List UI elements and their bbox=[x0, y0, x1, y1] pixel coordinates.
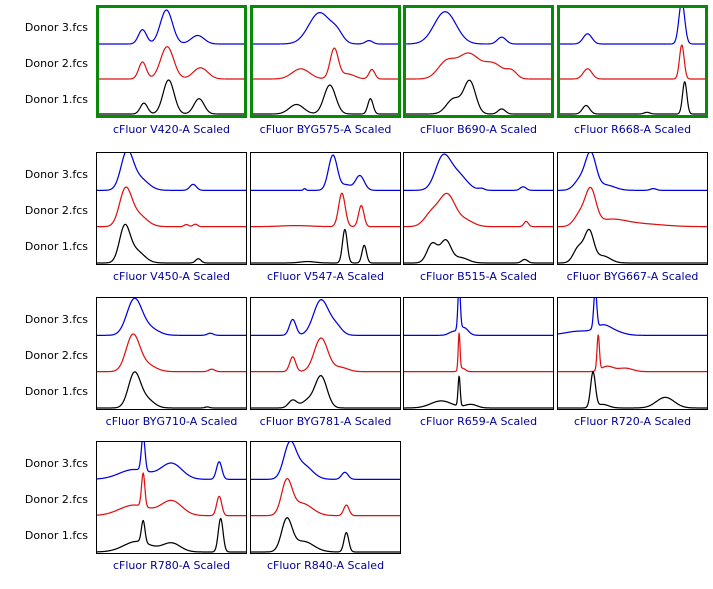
trace-donor-1-fcs bbox=[406, 79, 551, 115]
donor-label-donor-2-fcs: Donor 2.fcs bbox=[24, 349, 88, 362]
histogram-traces bbox=[404, 153, 553, 264]
histogram-plot-cfluor-byg667-a-scaled[interactable] bbox=[557, 152, 708, 265]
trace-donor-1-fcs bbox=[97, 371, 246, 409]
plot-title-cfluor-r668-a-scaled: cFluor R668-A Scaled bbox=[573, 123, 692, 136]
donor-label-donor-2-fcs: Donor 2.fcs bbox=[24, 493, 88, 506]
trace-donor-2-fcs bbox=[97, 472, 246, 517]
histogram-traces bbox=[558, 153, 707, 264]
histogram-plot-cfluor-r659-a-scaled[interactable] bbox=[403, 297, 554, 410]
trace-donor-1-fcs bbox=[97, 223, 246, 264]
histogram-plot-cfluor-v450-a-scaled[interactable] bbox=[96, 152, 247, 265]
trace-donor-3-fcs bbox=[251, 299, 400, 336]
trace-donor-3-fcs bbox=[560, 8, 705, 45]
trace-donor-2-fcs bbox=[404, 332, 553, 373]
trace-donor-2-fcs bbox=[251, 192, 400, 228]
trace-donor-3-fcs bbox=[97, 298, 246, 336]
trace-donor-1-fcs bbox=[251, 517, 400, 553]
histogram-plot-cfluor-r668-a-scaled[interactable] bbox=[557, 5, 708, 118]
histogram-traces bbox=[560, 8, 705, 115]
trace-donor-1-fcs bbox=[251, 375, 400, 409]
trace-donor-1-fcs bbox=[560, 81, 705, 115]
trace-donor-3-fcs bbox=[251, 154, 400, 191]
trace-donor-2-fcs bbox=[404, 192, 553, 228]
trace-donor-1-fcs bbox=[253, 84, 398, 115]
trace-donor-2-fcs bbox=[251, 477, 400, 517]
trace-donor-3-fcs bbox=[99, 9, 244, 45]
trace-donor-3-fcs bbox=[558, 153, 707, 191]
trace-donor-3-fcs bbox=[404, 153, 553, 191]
histogram-traces bbox=[251, 442, 400, 553]
plot-title-cfluor-r780-a-scaled: cFluor R780-A Scaled bbox=[112, 559, 231, 572]
donor-label-donor-3-fcs: Donor 3.fcs bbox=[24, 313, 88, 326]
histogram-traces bbox=[251, 299, 400, 409]
histogram-plot-cfluor-byg710-a-scaled[interactable] bbox=[96, 297, 247, 410]
trace-donor-3-fcs bbox=[558, 298, 707, 336]
trace-donor-2-fcs bbox=[558, 334, 707, 373]
histogram-plot-cfluor-v420-a-scaled[interactable] bbox=[96, 5, 247, 118]
trace-donor-3-fcs bbox=[406, 11, 551, 45]
trace-donor-3-fcs bbox=[97, 442, 246, 480]
histogram-plot-cfluor-v547-a-scaled[interactable] bbox=[250, 152, 401, 265]
histogram-plot-cfluor-r840-a-scaled[interactable] bbox=[250, 441, 401, 554]
trace-donor-1-fcs bbox=[404, 239, 553, 264]
plot-title-cfluor-v547-a-scaled: cFluor V547-A Scaled bbox=[267, 270, 384, 283]
donor-label-donor-1-fcs: Donor 1.fcs bbox=[24, 93, 88, 106]
plot-title-cfluor-byg667-a-scaled: cFluor BYG667-A Scaled bbox=[566, 270, 699, 283]
plot-title-cfluor-b690-a-scaled: cFluor B690-A Scaled bbox=[419, 123, 538, 136]
histogram-plot-cfluor-r780-a-scaled[interactable] bbox=[96, 441, 247, 554]
trace-donor-2-fcs bbox=[97, 333, 246, 373]
trace-donor-1-fcs bbox=[97, 517, 246, 553]
plot-title-cfluor-byg781-a-scaled: cFluor BYG781-A Scaled bbox=[259, 415, 392, 428]
donor-label-donor-1-fcs: Donor 1.fcs bbox=[24, 240, 88, 253]
trace-donor-1-fcs bbox=[251, 228, 400, 264]
plot-title-cfluor-r720-a-scaled: cFluor R720-A Scaled bbox=[573, 415, 692, 428]
histogram-traces bbox=[97, 442, 246, 553]
plot-title-cfluor-r840-a-scaled: cFluor R840-A Scaled bbox=[266, 559, 385, 572]
trace-donor-2-fcs bbox=[560, 44, 705, 80]
histogram-plot-cfluor-b690-a-scaled[interactable] bbox=[403, 5, 554, 118]
histogram-traces bbox=[253, 12, 398, 115]
trace-donor-1-fcs bbox=[404, 375, 553, 409]
trace-donor-2-fcs bbox=[99, 46, 244, 80]
donor-label-donor-1-fcs: Donor 1.fcs bbox=[24, 529, 88, 542]
trace-donor-3-fcs bbox=[251, 442, 400, 480]
donor-label-donor-1-fcs: Donor 1.fcs bbox=[24, 385, 88, 398]
trace-donor-1-fcs bbox=[99, 79, 244, 115]
donor-label-donor-3-fcs: Donor 3.fcs bbox=[24, 168, 88, 181]
plot-title-cfluor-v450-a-scaled: cFluor V450-A Scaled bbox=[113, 270, 230, 283]
trace-donor-1-fcs bbox=[558, 228, 707, 264]
trace-donor-3-fcs bbox=[404, 298, 553, 336]
histogram-traces bbox=[404, 298, 553, 409]
histogram-plot-cfluor-b515-a-scaled[interactable] bbox=[403, 152, 554, 265]
trace-donor-2-fcs bbox=[251, 337, 400, 373]
trace-donor-2-fcs bbox=[97, 186, 246, 228]
histogram-traces bbox=[251, 154, 400, 264]
donor-label-donor-2-fcs: Donor 2.fcs bbox=[24, 204, 88, 217]
histogram-plot-cfluor-byg781-a-scaled[interactable] bbox=[250, 297, 401, 410]
trace-donor-3-fcs bbox=[253, 12, 398, 45]
plot-title-cfluor-b515-a-scaled: cFluor B515-A Scaled bbox=[419, 270, 538, 283]
histogram-traces bbox=[99, 9, 244, 115]
histogram-traces bbox=[406, 11, 551, 115]
trace-donor-2-fcs bbox=[253, 47, 398, 80]
plot-title-cfluor-byg575-a-scaled: cFluor BYG575-A Scaled bbox=[259, 123, 392, 136]
trace-donor-2-fcs bbox=[406, 52, 551, 80]
trace-donor-3-fcs bbox=[97, 153, 246, 191]
histogram-traces bbox=[97, 298, 246, 409]
trace-donor-2-fcs bbox=[558, 186, 707, 228]
donor-label-donor-3-fcs: Donor 3.fcs bbox=[24, 457, 88, 470]
plot-title-cfluor-v420-a-scaled: cFluor V420-A Scaled bbox=[113, 123, 230, 136]
plot-title-cfluor-byg710-a-scaled: cFluor BYG710-A Scaled bbox=[105, 415, 238, 428]
donor-label-donor-2-fcs: Donor 2.fcs bbox=[24, 57, 88, 70]
histogram-plot-cfluor-r720-a-scaled[interactable] bbox=[557, 297, 708, 410]
histogram-plot-cfluor-byg575-a-scaled[interactable] bbox=[250, 5, 401, 118]
trace-donor-1-fcs bbox=[558, 371, 707, 409]
histogram-traces bbox=[97, 153, 246, 264]
donor-label-donor-3-fcs: Donor 3.fcs bbox=[24, 21, 88, 34]
histogram-traces bbox=[558, 298, 707, 409]
plot-title-cfluor-r659-a-scaled: cFluor R659-A Scaled bbox=[419, 415, 538, 428]
